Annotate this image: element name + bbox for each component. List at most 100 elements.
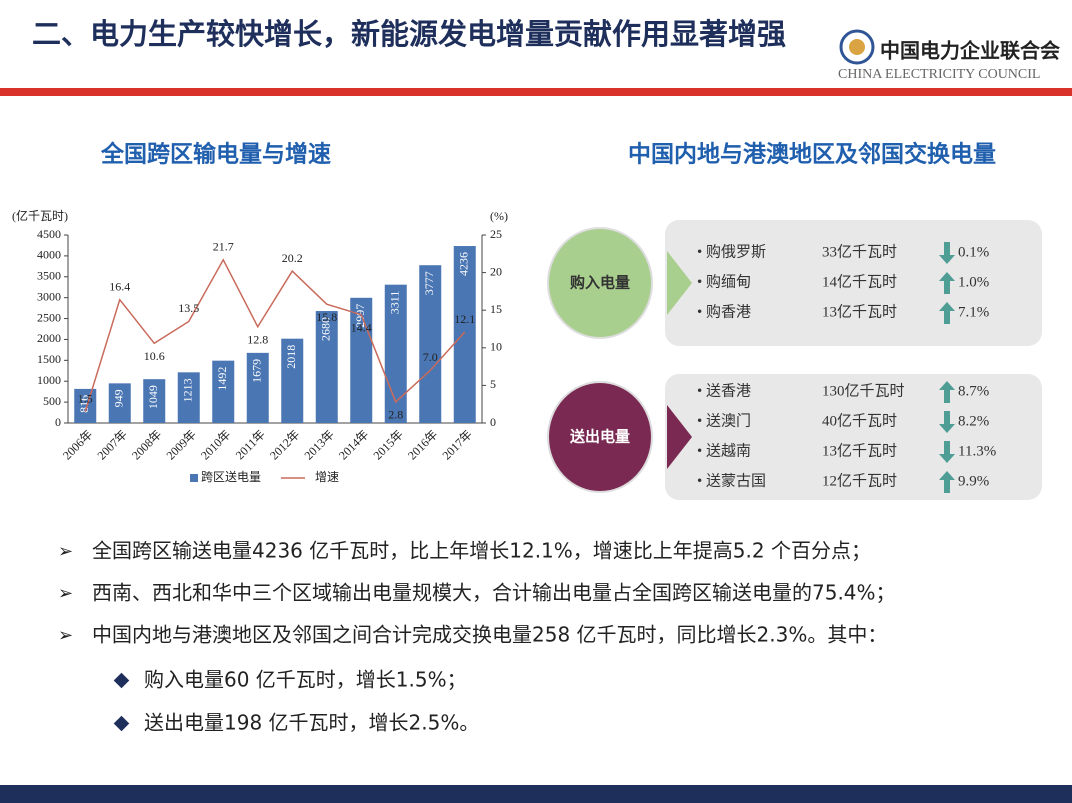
item-bullet: • [697, 473, 702, 489]
diagram-title: 中国内地与港澳地区及邻国交换电量 [628, 141, 996, 168]
y-tick-label: 3000 [37, 289, 61, 303]
bar [108, 383, 131, 423]
logo [839, 29, 875, 65]
group-label: 购入电量 [570, 274, 630, 292]
line-label: 1.5 [78, 391, 93, 405]
line-label: 12.8 [247, 332, 268, 346]
y-tick-label: 4500 [37, 227, 61, 241]
item-amount: 33亿千瓦时 [822, 243, 897, 260]
bar-label: 3311 [388, 291, 402, 315]
bar [315, 311, 338, 423]
legend-label: 跨区送电量 [201, 469, 261, 484]
item-bullet: • [697, 443, 702, 459]
y2-tick-label: 20 [490, 264, 502, 278]
item-name: 送澳门 [706, 412, 751, 429]
item-amount: 130亿千瓦时 [822, 382, 905, 399]
bullet-text: 西南、西北和华中三个区域输出电量规模大，合计输出电量占全国跨区输送电量的75.4… [92, 581, 896, 605]
y-tick-label: 1000 [37, 373, 61, 387]
line-label: 20.2 [282, 251, 303, 265]
item-change: 11.3% [958, 443, 996, 459]
y2-tick-label: 0 [490, 415, 496, 429]
item-amount: 13亿千瓦时 [822, 442, 897, 459]
item-change: 9.9% [958, 473, 989, 489]
item-bullet: • [697, 413, 702, 429]
bar-label: 3777 [422, 271, 436, 295]
bar [177, 372, 200, 423]
item-amount: 12亿千瓦时 [822, 472, 897, 489]
bar-label: 1213 [181, 378, 195, 402]
bar-label: 1049 [146, 385, 160, 409]
bar-label: 1492 [215, 367, 229, 391]
item-bullet: • [697, 383, 702, 399]
y2-tick-label: 10 [490, 340, 502, 354]
bar [281, 338, 304, 423]
y2-tick-label: 25 [490, 227, 502, 241]
item-bullet: • [697, 244, 702, 260]
line-label: 15.8 [316, 310, 337, 324]
bullet-marker: ➢ [58, 541, 73, 562]
trend-arrow [939, 381, 955, 403]
group-circle [547, 227, 653, 339]
trend-arrow [939, 272, 955, 294]
bullet-text: 全国跨区输送电量4236 亿千瓦时，比上年增长12.1%，增速比上年提高5.2 … [92, 539, 871, 563]
line-label: 2.8 [388, 408, 403, 422]
trend-arrow [939, 441, 955, 463]
item-amount: 13亿千瓦时 [822, 303, 897, 320]
bullet-marker: ➢ [58, 583, 73, 604]
trend-arrow [939, 471, 955, 493]
item-amount: 40亿千瓦时 [822, 412, 897, 429]
group-box [665, 374, 1042, 500]
bar [143, 379, 166, 423]
org-name: 中国电力企业联合会 [880, 39, 1060, 63]
item-name: 购香港 [706, 303, 751, 320]
y-axis-label: (亿千瓦时) [12, 208, 68, 223]
item-change: 0.1% [958, 244, 989, 260]
item-change: 1.0% [958, 274, 989, 290]
bar [453, 246, 476, 423]
bar-label: 949 [112, 389, 126, 407]
trend-arrow [939, 411, 955, 433]
bullet-text: 送出电量198 亿千瓦时，增长2.5%。 [144, 711, 479, 735]
bar-label: 4236 [457, 252, 471, 276]
line-label: 16.4 [109, 279, 130, 293]
item-name: 购俄罗斯 [706, 243, 766, 260]
item-amount: 14亿千瓦时 [822, 273, 897, 290]
y-tick-label: 3500 [37, 269, 61, 283]
legend-label: 增速 [315, 470, 339, 484]
trend-arrow [939, 302, 955, 324]
legend-swatch [190, 474, 198, 482]
org-name-en: CHINA ELECTRICITY COUNCIL [838, 67, 1040, 82]
chart-title: 全国跨区输电量与增速 [100, 141, 331, 168]
item-change: 8.2% [958, 413, 989, 429]
y2-tick-label: 5 [490, 377, 496, 391]
bar-label: 2680 [319, 317, 333, 341]
y-tick-label: 2000 [37, 331, 61, 345]
bar-label: 816 [77, 395, 91, 413]
item-bullet: • [697, 304, 702, 320]
line-label: 13.5 [178, 301, 199, 315]
bar [74, 388, 97, 423]
item-name: 送蒙古国 [706, 472, 766, 489]
bar [246, 352, 269, 423]
item-name: 送香港 [706, 382, 751, 399]
bullet-text: 购入电量60 亿千瓦时，增长1.5%； [144, 668, 467, 692]
y2-tick-label: 15 [490, 302, 502, 316]
item-name: 购缅甸 [706, 273, 751, 290]
group-label: 送出电量 [569, 428, 630, 446]
item-change: 8.7% [958, 383, 989, 399]
group-pointer [667, 251, 692, 315]
bar [419, 265, 442, 423]
line-label: 14.4 [351, 320, 372, 334]
y-tick-label: 2500 [37, 310, 61, 324]
trend-arrow [939, 242, 955, 264]
bar-label: 1679 [250, 359, 264, 383]
item-bullet: • [697, 274, 702, 290]
bullet-marker: ➢ [58, 625, 73, 646]
item-name: 送越南 [706, 442, 751, 459]
line-label: 10.6 [144, 349, 165, 363]
y-tick-label: 0 [55, 415, 61, 429]
y-tick-label: 4000 [37, 248, 61, 262]
bar [212, 360, 235, 423]
